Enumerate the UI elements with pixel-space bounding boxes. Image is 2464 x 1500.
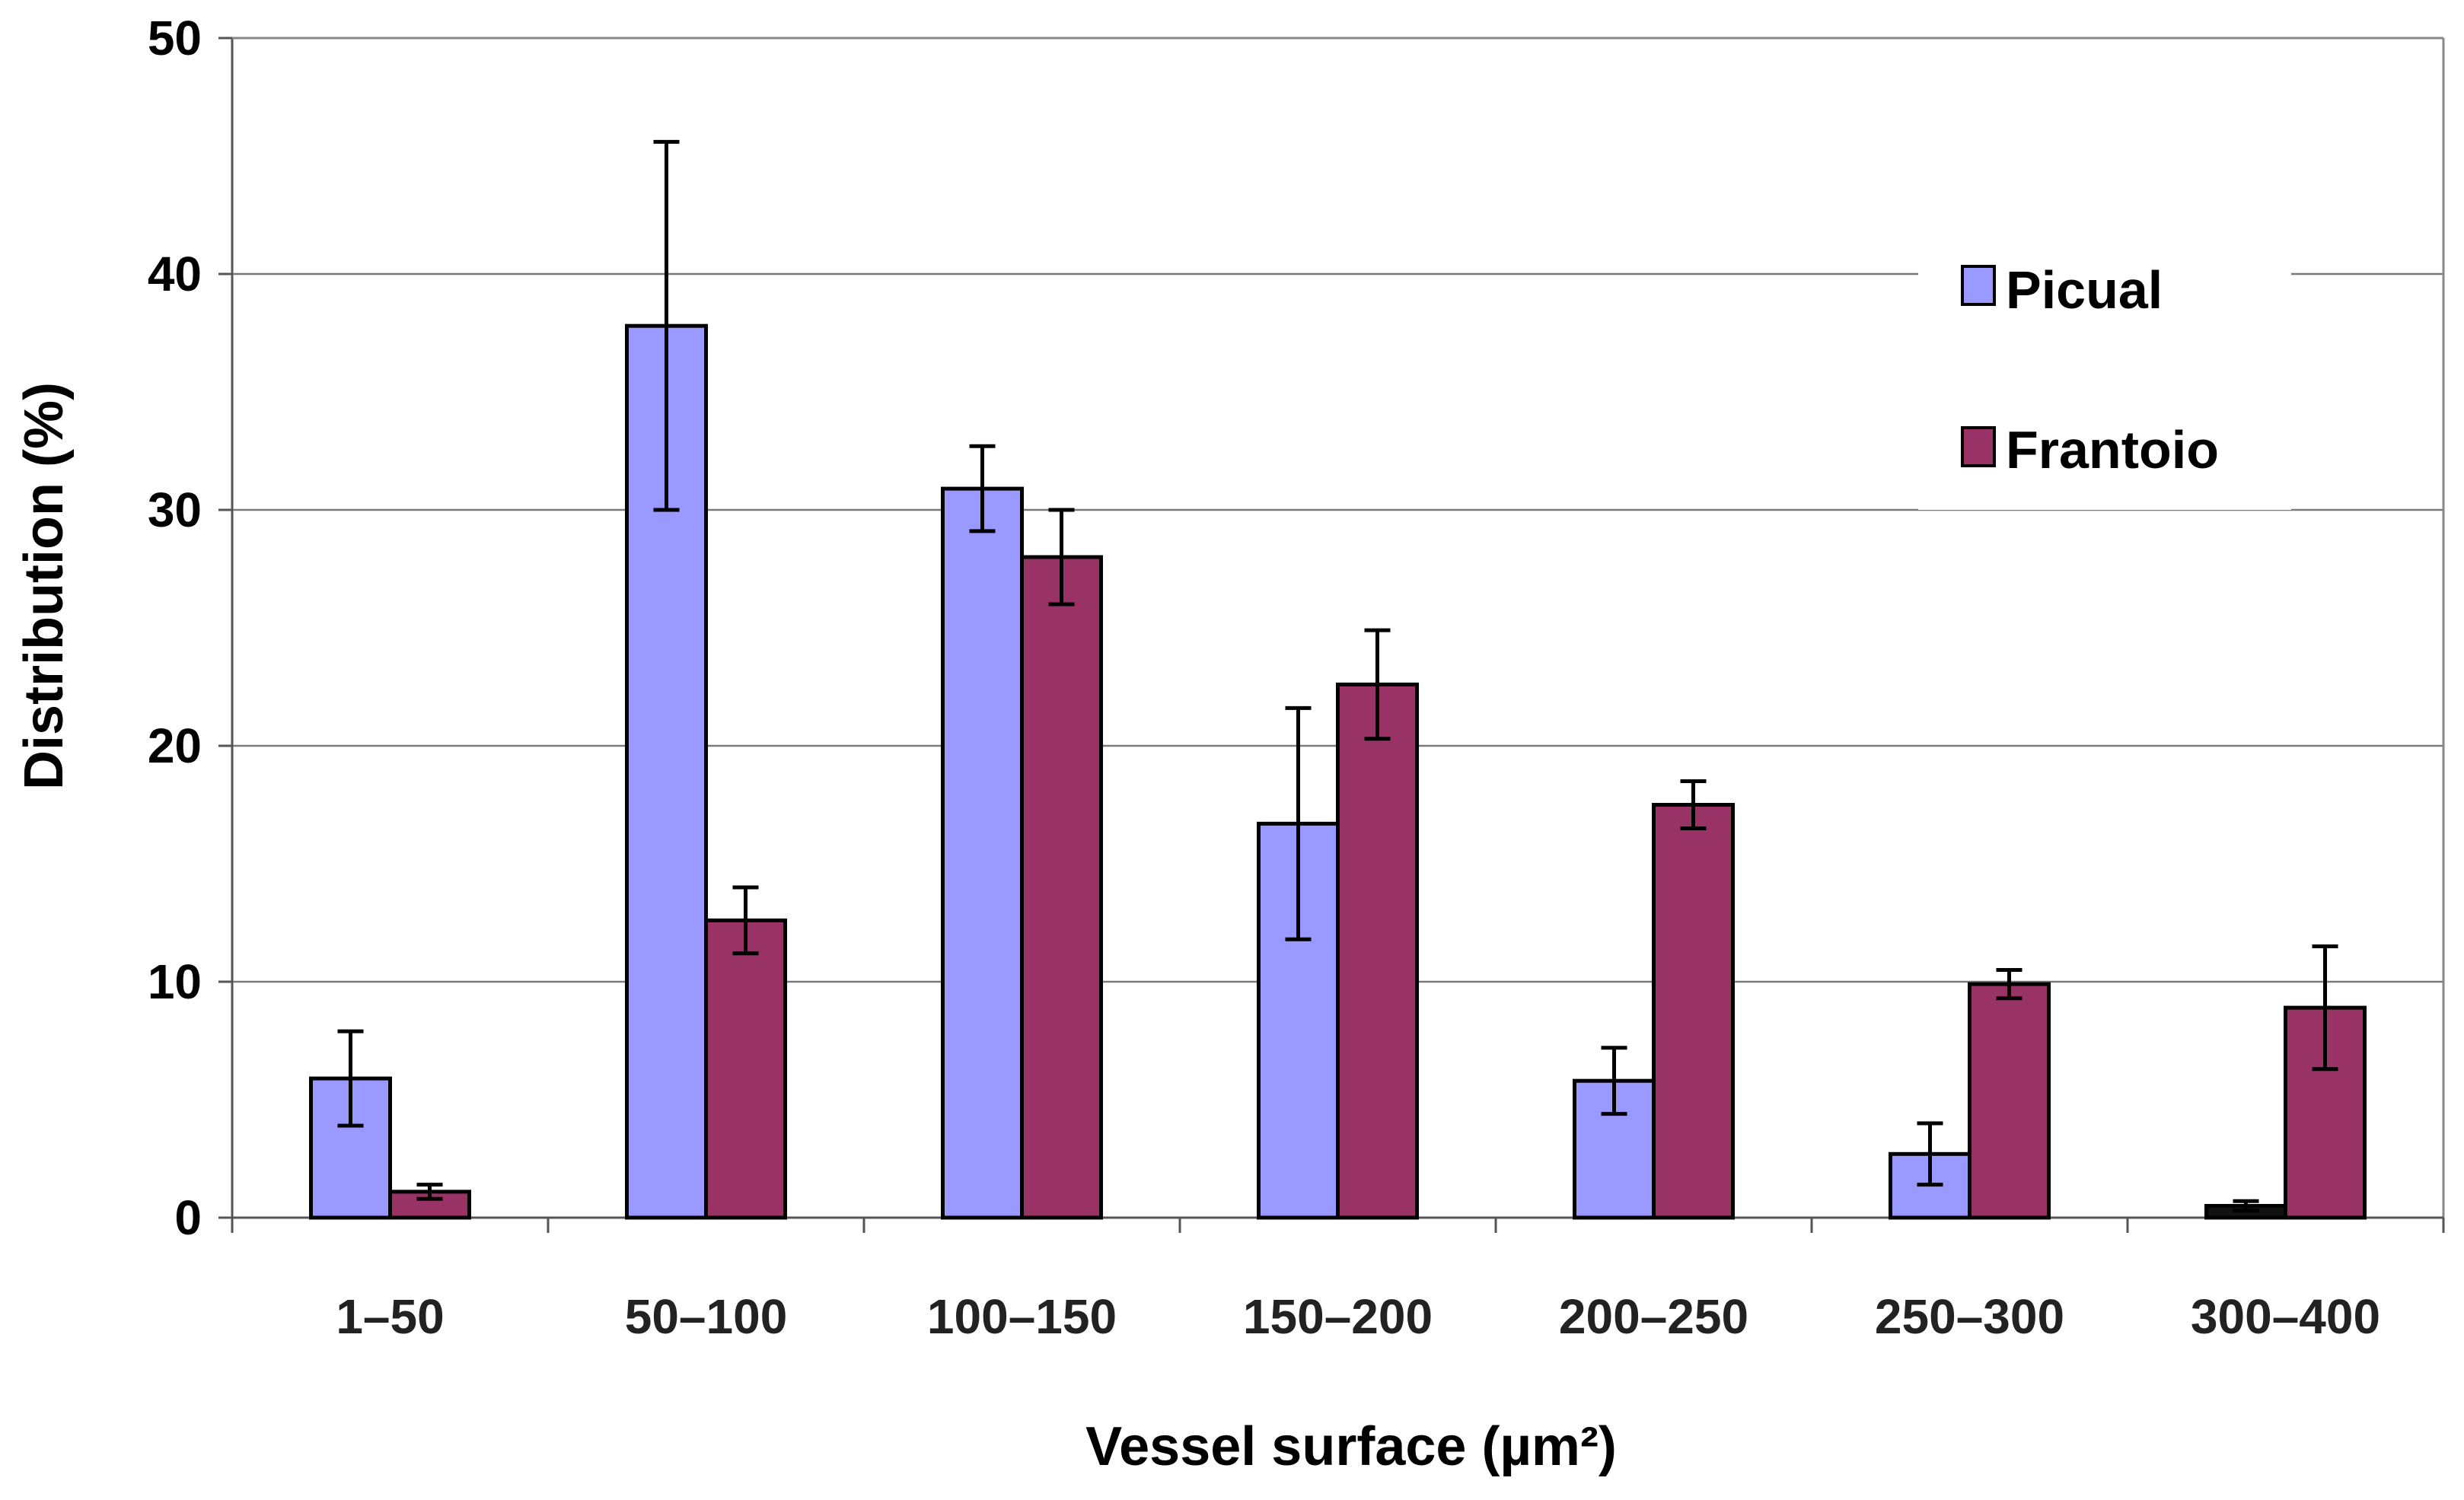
x-category-label: 200–250 xyxy=(1559,1289,1748,1344)
x-axis-title: Vessel surface (µm²) xyxy=(1085,1416,1617,1477)
x-category-label: 100–150 xyxy=(927,1289,1117,1344)
y-tick-label-40: 40 xyxy=(148,247,202,301)
error-bars xyxy=(337,139,2338,1213)
x-category-label: 50–100 xyxy=(625,1289,788,1344)
x-category-label: 150–200 xyxy=(1243,1289,1433,1344)
y-tick-label-0: 0 xyxy=(174,1190,202,1245)
legend-label-picual: Picual xyxy=(2006,260,2163,320)
bars xyxy=(309,323,2367,1220)
bar-frantoio xyxy=(1336,682,1419,1220)
x-category-label: 300–400 xyxy=(2191,1289,2380,1344)
bar-frantoio xyxy=(704,918,787,1220)
tick-labels: 0 10 20 30 40 50 1–50 50–100 100–150 150–200 200–2… xyxy=(148,11,2380,1344)
bar-picual xyxy=(1573,1078,1656,1220)
bar-frantoio xyxy=(1968,982,2051,1220)
bar-frantoio xyxy=(1020,555,1103,1220)
y-tick-label-10: 10 xyxy=(148,954,202,1009)
legend-swatch-picual xyxy=(1961,265,1996,306)
y-tick-label-50: 50 xyxy=(148,11,202,65)
y-tick-label-30: 30 xyxy=(148,482,202,537)
bar-picual xyxy=(941,486,1024,1220)
y-axis-title: Distribution (%) xyxy=(14,382,75,790)
y-tick-label-20: 20 xyxy=(148,718,202,773)
legend: Picual Frantoio xyxy=(1918,251,2291,510)
legend-swatch-frantoio xyxy=(1961,426,1996,467)
axes xyxy=(218,37,2445,1233)
bar-frantoio xyxy=(1652,803,1735,1220)
x-category-label: 1–50 xyxy=(336,1289,444,1344)
x-category-label: 250–300 xyxy=(1875,1289,2064,1344)
legend-label-frantoio: Frantoio xyxy=(2006,420,2219,479)
bar-frantoio xyxy=(388,1189,471,1220)
